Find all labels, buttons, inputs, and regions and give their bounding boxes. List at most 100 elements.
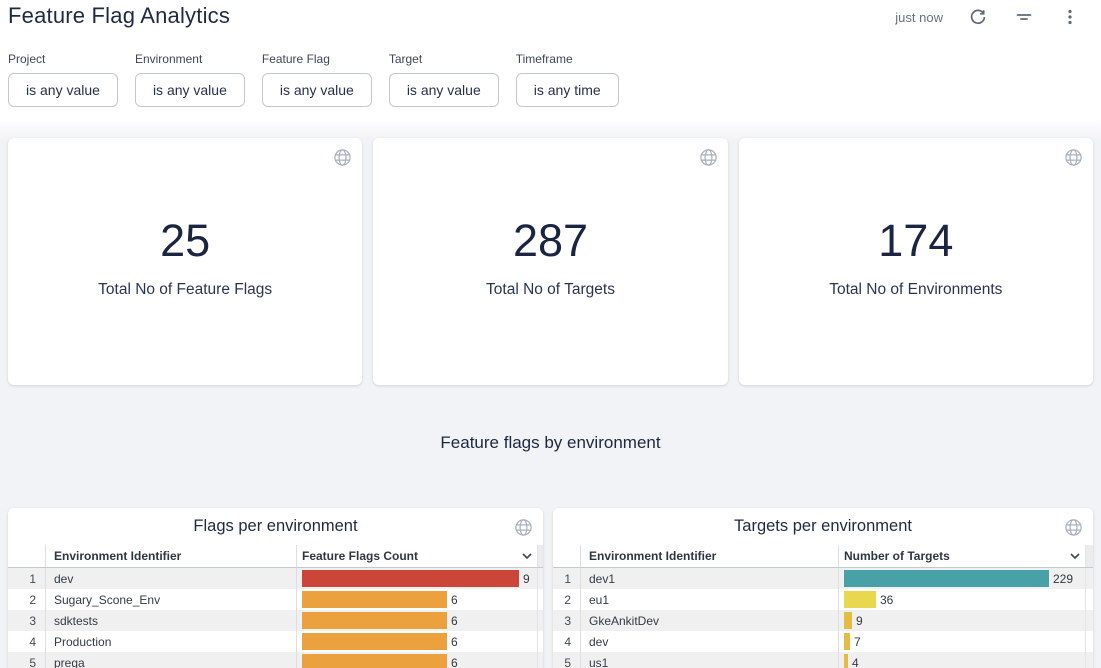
count-cell[interactable]: 229 xyxy=(838,568,1085,589)
scroll-gutter xyxy=(537,568,543,589)
filter-timeframe-value[interactable]: is any time xyxy=(516,73,619,107)
scroll-gutter xyxy=(1085,545,1093,567)
count-cell[interactable]: 6 xyxy=(296,610,537,631)
number-of-targets-header[interactable]: Number of Targets xyxy=(838,545,1085,567)
bar[interactable] xyxy=(844,633,850,650)
scroll-gutter xyxy=(1085,568,1093,589)
topbar-actions: just now xyxy=(895,5,1081,29)
kpi-row: 25 Total No of Feature Flags 287 Total N… xyxy=(8,138,1093,385)
bar-value: 229 xyxy=(1053,572,1073,586)
chevron-down-icon[interactable] xyxy=(1069,549,1083,563)
bar-value: 9 xyxy=(856,614,863,628)
chevron-down-icon[interactable] xyxy=(521,549,535,563)
filter-feature-flag: Feature Flag is any value xyxy=(262,52,372,107)
scroll-gutter xyxy=(1085,589,1093,610)
bar[interactable] xyxy=(302,591,447,608)
bar[interactable] xyxy=(844,612,852,629)
refresh-icon[interactable] xyxy=(967,6,989,28)
bar[interactable] xyxy=(844,570,1049,587)
environment-cell[interactable]: dev xyxy=(580,631,838,652)
table-row: 2 Sugary_Scone_Env 6 xyxy=(8,589,543,610)
filter-target-value[interactable]: is any value xyxy=(389,73,499,107)
kpi-value: 174 xyxy=(739,216,1093,266)
globe-icon[interactable] xyxy=(1064,518,1083,537)
scroll-gutter xyxy=(1085,631,1093,652)
environment-cell[interactable]: sdktests xyxy=(45,610,296,631)
globe-icon[interactable] xyxy=(333,148,352,167)
table-row: 2 eu1 36 xyxy=(553,589,1093,610)
bar[interactable] xyxy=(302,612,447,629)
flags-table: Environment Identifier Feature Flags Cou… xyxy=(8,545,543,668)
filter-icon[interactable] xyxy=(1013,6,1035,28)
bar-value: 7 xyxy=(854,635,861,649)
count-cell[interactable]: 6 xyxy=(296,631,537,652)
bar[interactable] xyxy=(302,570,519,587)
environment-identifier-header[interactable]: Environment Identifier xyxy=(580,545,838,567)
environment-cell[interactable]: dev1 xyxy=(580,568,838,589)
count-cell[interactable]: 6 xyxy=(296,652,537,668)
table-row: 3 GkeAnkitDev 9 xyxy=(553,610,1093,631)
scroll-gutter xyxy=(1085,652,1093,668)
environment-cell[interactable]: prega xyxy=(45,652,296,668)
tile-title: Flags per environment xyxy=(8,508,543,545)
kebab-menu-icon[interactable] xyxy=(1059,6,1081,28)
scroll-gutter xyxy=(1085,610,1093,631)
bar-value: 6 xyxy=(451,635,458,649)
environment-cell[interactable]: Sugary_Scone_Env xyxy=(45,589,296,610)
dashboard-page: Feature Flag Analytics just now Project … xyxy=(0,0,1101,668)
environment-cell[interactable]: dev xyxy=(45,568,296,589)
bar-value: 36 xyxy=(880,593,893,607)
environment-cell[interactable]: eu1 xyxy=(580,589,838,610)
bar[interactable] xyxy=(844,654,848,668)
globe-icon[interactable] xyxy=(514,518,533,537)
count-cell[interactable]: 4 xyxy=(838,652,1085,668)
row-index: 4 xyxy=(8,631,45,652)
targets-table: Environment Identifier Number of Targets… xyxy=(553,545,1093,668)
kpi-value: 287 xyxy=(373,216,727,266)
environment-identifier-header[interactable]: Environment Identifier xyxy=(45,545,296,567)
table-row: 4 dev 7 xyxy=(553,631,1093,652)
table-row: 5 prega 6 xyxy=(8,652,543,668)
index-column-header xyxy=(553,545,580,567)
count-cell[interactable]: 7 xyxy=(838,631,1085,652)
count-cell[interactable]: 36 xyxy=(838,589,1085,610)
feature-flags-count-header[interactable]: Feature Flags Count xyxy=(296,545,537,567)
scroll-gutter xyxy=(537,589,543,610)
table-row: 4 Production 6 xyxy=(8,631,543,652)
tables-row: Flags per environment Environment Identi… xyxy=(8,508,1093,668)
bar-value: 9 xyxy=(523,572,530,586)
row-index: 5 xyxy=(553,652,580,668)
bar[interactable] xyxy=(302,654,447,668)
environment-cell[interactable]: us1 xyxy=(580,652,838,668)
environment-cell[interactable]: GkeAnkitDev xyxy=(580,610,838,631)
bar[interactable] xyxy=(302,633,447,650)
column-header-label: Feature Flags Count xyxy=(302,549,418,563)
environment-cell[interactable]: Production xyxy=(45,631,296,652)
filter-environment-value[interactable]: is any value xyxy=(135,73,245,107)
kpi-label: Total No of Targets xyxy=(373,281,727,299)
row-index: 1 xyxy=(553,568,580,589)
row-index: 2 xyxy=(8,589,45,610)
page-title: Feature Flag Analytics xyxy=(8,3,230,29)
globe-icon[interactable] xyxy=(1064,148,1083,167)
filter-project-value[interactable]: is any value xyxy=(8,73,118,107)
table-row: 1 dev 9 xyxy=(8,568,543,589)
table-row: 1 dev1 229 xyxy=(553,568,1093,589)
bar-value: 6 xyxy=(451,614,458,628)
filter-environment: Environment is any value xyxy=(135,52,245,107)
index-column-header xyxy=(8,545,45,567)
flags-per-environment-card: Flags per environment Environment Identi… xyxy=(8,508,543,668)
bar[interactable] xyxy=(844,591,876,608)
count-cell[interactable]: 6 xyxy=(296,589,537,610)
filter-feature-flag-value[interactable]: is any value xyxy=(262,73,372,107)
row-index: 2 xyxy=(553,589,580,610)
globe-icon[interactable] xyxy=(699,148,718,167)
kpi-card-feature-flags: 25 Total No of Feature Flags xyxy=(8,138,362,385)
count-cell[interactable]: 9 xyxy=(296,568,537,589)
filter-project: Project is any value xyxy=(8,52,118,107)
last-refresh-status: just now xyxy=(895,10,943,25)
kpi-label: Total No of Environments xyxy=(739,281,1093,299)
row-index: 1 xyxy=(8,568,45,589)
tile-title: Targets per environment xyxy=(553,508,1093,545)
count-cell[interactable]: 9 xyxy=(838,610,1085,631)
